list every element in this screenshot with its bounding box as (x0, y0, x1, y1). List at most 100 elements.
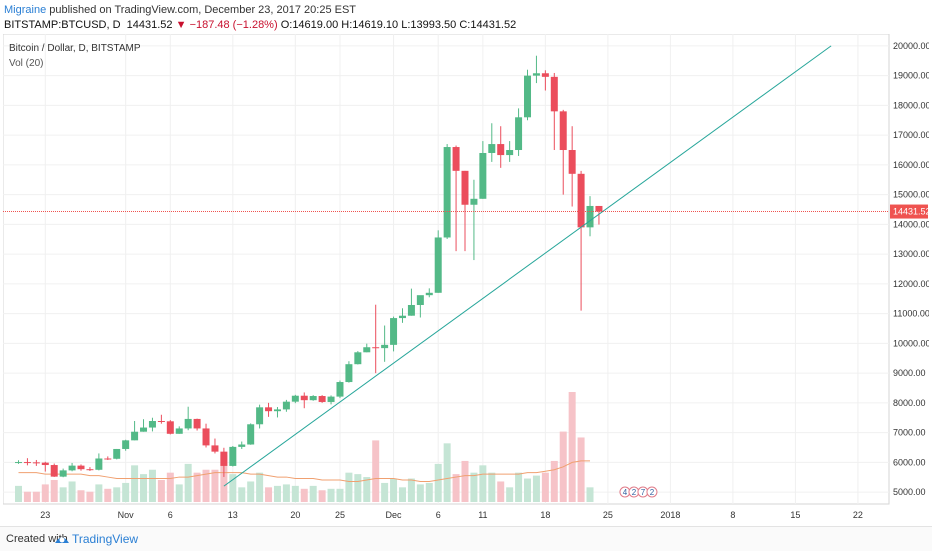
tradingview-brand[interactable]: TradingView (72, 532, 139, 546)
volume-bar (381, 482, 389, 502)
volume-bar (282, 484, 290, 502)
candle-body (434, 237, 442, 293)
candle-body (568, 150, 576, 174)
volume-bar (220, 455, 228, 502)
x-tick-label: 2018 (660, 510, 680, 520)
y-tick-label: 18000.00 (893, 100, 929, 110)
candle-body (586, 205, 594, 228)
volume-bar (247, 481, 255, 502)
volume-bar (300, 488, 308, 502)
price-chart[interactable]: 14431.524 2 7 2 20000.0019000.0018000.00170… (2, 33, 931, 524)
x-tick-label: 8 (730, 510, 735, 520)
volume-bar (577, 437, 585, 502)
volume-bar (265, 487, 273, 502)
candle-body (559, 111, 567, 151)
volume-bar (416, 484, 424, 502)
volume-bars (15, 392, 594, 502)
candles (15, 55, 603, 478)
candle-body (577, 173, 585, 228)
open-value: O:14619.00 (280, 19, 339, 31)
candle-body (354, 352, 362, 365)
x-tick-label: 15 (790, 510, 800, 520)
volume-bar (15, 485, 22, 502)
candle-body (461, 170, 469, 205)
candle-body (273, 409, 281, 412)
volume-bar (550, 460, 558, 502)
author-link[interactable]: Migraine (4, 4, 47, 16)
volume-bar (345, 472, 353, 502)
x-tick-label: 25 (335, 510, 345, 520)
volume-bar (488, 472, 496, 502)
candle-body (443, 147, 451, 238)
x-tick-label: 22 (853, 510, 863, 520)
candle-body (336, 382, 344, 397)
y-tick-label: 6000.00 (893, 457, 926, 467)
y-tick-label: 11000.00 (893, 309, 929, 319)
volume-bar (318, 490, 326, 502)
volume-bar (104, 488, 112, 502)
volume-bar (479, 465, 487, 502)
x-tick-label: 20 (290, 510, 300, 520)
trendline (223, 45, 832, 487)
candle-body (238, 444, 246, 447)
candle-body (157, 421, 165, 423)
y-tick-label: 7000.00 (893, 428, 926, 438)
volume-bar (425, 482, 433, 502)
volume-bar (407, 478, 415, 502)
volume-bar (202, 469, 210, 502)
overlays: 14431.524 2 7 2 (3, 45, 931, 498)
y-tick-label: 8000.00 (893, 398, 926, 408)
volume-bar (541, 472, 549, 502)
y-tick-label: 13000.00 (893, 249, 929, 259)
volume-bar (336, 488, 344, 502)
candle-body (256, 407, 264, 425)
event-badge-label: 4 (623, 488, 628, 497)
volume-bar (59, 487, 67, 502)
last-price-tag-label: 14431.52 (893, 207, 929, 217)
candle-body (327, 396, 335, 402)
y-tick-label: 17000.00 (893, 130, 929, 140)
volume-bar (140, 474, 148, 502)
candle-body (148, 421, 156, 428)
symbol-label[interactable]: BITSTAMP:BTCUSD, D (4, 19, 121, 31)
candle-body (86, 469, 94, 471)
candle-body (193, 418, 201, 429)
x-tick-label: 6 (168, 510, 173, 520)
candle-body (372, 347, 380, 349)
volume-bar (41, 484, 49, 502)
candle-body (479, 152, 487, 199)
y-tick-label: 10000.00 (893, 338, 929, 348)
created-with-label: Created with (6, 533, 68, 545)
candle-body (41, 462, 49, 466)
volume-bar (229, 474, 237, 502)
candle-body (488, 144, 496, 153)
volume-bar (568, 392, 576, 502)
tradingview-logo-icon[interactable] (54, 530, 70, 548)
volume-bar (515, 472, 523, 502)
event-badge-label: 7 (641, 488, 646, 497)
volume-bar (461, 460, 469, 502)
x-tick-label: Nov (118, 510, 135, 520)
candle-body (68, 465, 76, 471)
candle-body (77, 465, 85, 470)
chart-title: Bitcoin / Dollar, D, BITSTAMP (9, 43, 141, 54)
volume-bar (68, 481, 76, 502)
volume-bar (586, 487, 594, 502)
volume-bar (131, 465, 139, 502)
y-axis[interactable]: 20000.00 19000.00 18000.00 17000.00 16000.00… (893, 41, 931, 497)
quote-line: BITSTAMP:BTCUSD, D 14431.52 ▼ −187.48 (−… (4, 19, 516, 31)
candle-body (470, 198, 478, 205)
volume-label: Vol (20) (9, 58, 43, 69)
candle-body (515, 117, 523, 151)
volume-bar (211, 469, 219, 502)
candle-body (318, 396, 326, 402)
volume-bar (175, 484, 183, 502)
chart-frame[interactable]: 14431.52 4 2 7 2 20000.00 19000.00 18000.00 170… (2, 33, 931, 524)
last-price: 14431.52 (126, 19, 173, 31)
event-badge (646, 486, 658, 498)
x-tick-label: Dec (386, 510, 403, 520)
y-tick-label: 9000.00 (893, 368, 926, 378)
grid (3, 34, 889, 504)
x-axis[interactable]: 23 Nov 6 13 20 25 Dec 6 11 18 25 2018 8 15 22 (40, 510, 863, 520)
volume-bar (398, 487, 406, 502)
